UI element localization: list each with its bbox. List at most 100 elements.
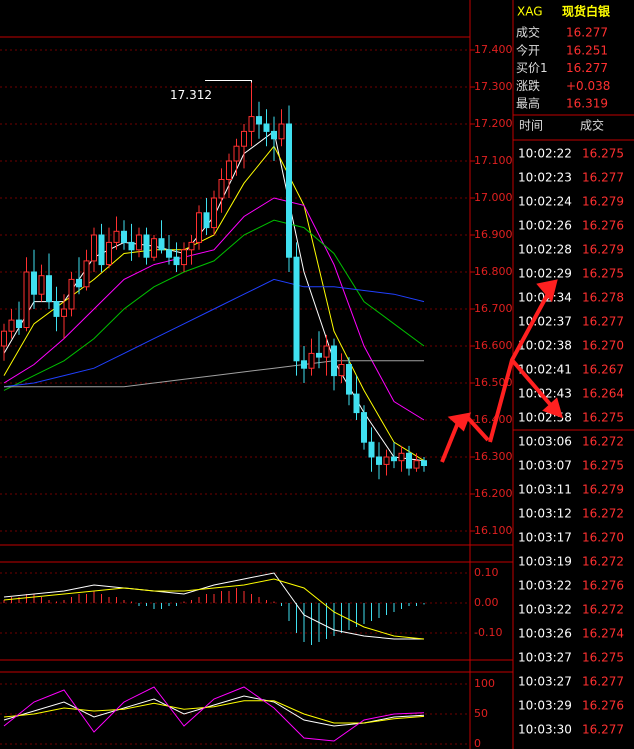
quote-label: 涨跌: [516, 78, 540, 93]
quote-value: 16.251: [566, 43, 608, 57]
quote-label: 买价1: [516, 61, 548, 75]
col-time: 时间: [519, 119, 543, 133]
candle-body: [218, 179, 225, 199]
instrument-name: 现货白银: [562, 4, 611, 19]
candle-body: [68, 278, 75, 310]
candle-body: [316, 352, 322, 358]
tick-time: 10:02:28: [518, 243, 572, 257]
tick-price: 16.272: [582, 507, 624, 521]
candle-body: [1, 330, 7, 347]
candle-body: [406, 452, 412, 469]
candle-body: [241, 130, 247, 147]
price-tick-label: 16.900: [474, 228, 513, 241]
candle-body: [233, 145, 240, 162]
candle-body: [293, 256, 300, 362]
tick-price: 16.276: [582, 579, 624, 593]
candle-body: [143, 234, 150, 258]
candle-body: [383, 456, 390, 465]
candle-body: [151, 238, 157, 258]
candle-body: [203, 212, 210, 229]
candle-body: [76, 278, 82, 288]
candle-body: [286, 123, 292, 258]
macd-tick-label: 0.10: [474, 566, 499, 579]
candle-body: [361, 412, 367, 443]
candle-body: [248, 116, 255, 132]
tick-time: 10:02:41: [518, 363, 572, 377]
tick-price: 16.277: [582, 171, 624, 185]
candle-body: [173, 256, 180, 266]
tick-time: 10:03:06: [518, 435, 572, 449]
price-tick-label: 16.800: [474, 265, 513, 278]
candle-body: [353, 393, 360, 414]
tick-price: 16.279: [582, 243, 624, 257]
candle-body: [46, 275, 52, 303]
ma-line: [4, 360, 424, 388]
symbol: XAG: [517, 5, 543, 19]
quote-value: 16.277: [566, 61, 608, 75]
kdj-tick-label: 100: [474, 677, 495, 690]
price-tick-label: 17.200: [474, 117, 513, 130]
tick-price: 16.272: [582, 603, 624, 617]
high-pointer: [205, 80, 252, 83]
candle-body: [61, 308, 67, 317]
tick-time: 10:03:30: [518, 723, 572, 737]
kdj-tick-label: 50: [474, 707, 488, 720]
candle-body: [188, 241, 195, 251]
candle-body: [166, 249, 172, 258]
price-tick-label: 17.300: [474, 80, 513, 93]
tick-price: 16.277: [582, 675, 624, 689]
candle-body: [23, 271, 30, 328]
tick-price: 16.270: [582, 339, 624, 353]
candle-body: [158, 238, 165, 251]
tick-time: 10:03:22: [518, 579, 572, 593]
kdj-tick-label: 0: [474, 737, 481, 749]
candle-body: [196, 212, 202, 243]
price-tick-label: 16.700: [474, 302, 513, 315]
quote-value: 16.319: [566, 97, 608, 111]
candle-body: [121, 230, 127, 243]
price-tick-label: 17.400: [474, 43, 513, 56]
candle-body: [128, 241, 135, 251]
candle-body: [8, 319, 15, 332]
tick-price: 16.278: [582, 291, 624, 305]
tick-price: 16.279: [582, 195, 624, 209]
ma-line: [3, 197, 425, 421]
candle-body: [278, 123, 285, 140]
tick-price: 16.272: [582, 435, 624, 449]
tick-time: 10:02:29: [518, 267, 572, 281]
tick-price: 16.276: [582, 699, 624, 713]
candle-body: [323, 345, 330, 358]
tick-time: 10:03:17: [518, 531, 572, 545]
ma-line: [3, 278, 425, 388]
tick-time: 10:02:58: [518, 411, 572, 425]
tick-time: 10:03:22: [518, 603, 572, 617]
high-label: 17.312: [170, 88, 212, 102]
kdj-line: [3, 686, 425, 742]
annotation-arrows: [440, 279, 563, 463]
candle-body: [83, 260, 90, 288]
candle-body: [113, 230, 120, 243]
price-tick-label: 16.100: [474, 524, 513, 537]
tick-time: 10:02:43: [518, 387, 572, 401]
price-tick-label: 16.500: [474, 376, 513, 389]
candle-body: [391, 456, 397, 462]
price-tick-label: 16.200: [474, 487, 513, 500]
macd-tick-label: 0.00: [474, 596, 499, 609]
price-tick-label: 16.400: [474, 413, 513, 426]
candle-body: [136, 234, 142, 251]
tick-price: 16.277: [582, 723, 624, 737]
quote-value: 16.277: [566, 26, 608, 40]
candle-body: [98, 234, 105, 266]
candle-body: [338, 364, 345, 377]
tick-time: 10:02:22: [518, 147, 572, 161]
tick-price: 16.275: [582, 147, 624, 161]
quote-label: 今开: [516, 42, 540, 57]
tick-price: 16.276: [582, 219, 624, 233]
candle-body: [53, 301, 60, 317]
tick-price: 16.275: [582, 651, 624, 665]
tick-price: 16.267: [582, 363, 624, 377]
tick-time: 10:03:07: [518, 459, 572, 473]
